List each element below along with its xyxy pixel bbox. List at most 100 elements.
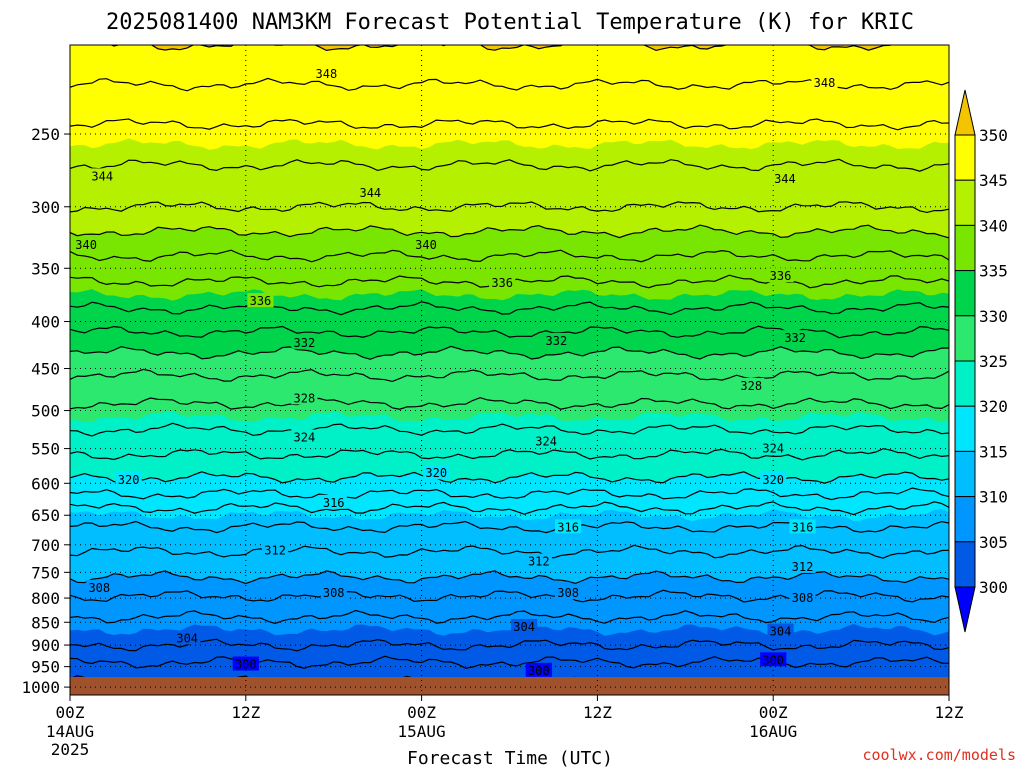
- y-tick-label: 600: [31, 474, 60, 493]
- contour-label-group: 300: [525, 662, 552, 678]
- contour-label-group: 316: [789, 519, 816, 534]
- contour-label: 312: [264, 543, 286, 557]
- contour-350: [70, 45, 893, 52]
- colorbar-box: [954, 360, 976, 407]
- contour-label-group: 308: [789, 590, 816, 605]
- y-tick-label: 750: [31, 563, 60, 582]
- x-tick-date: 16AUG: [749, 722, 797, 741]
- contour-label-bg: [115, 471, 142, 486]
- ground-surface: [70, 677, 949, 695]
- colorbar-box: [954, 496, 976, 543]
- y-tick-label: 1000: [21, 678, 60, 697]
- contour-label-group: 344: [771, 171, 799, 186]
- contour-label: 348: [316, 67, 338, 81]
- contour-label-group: 324: [760, 440, 787, 456]
- x-tick-date: 14AUG: [46, 722, 94, 741]
- y-tick-label: 700: [31, 536, 60, 555]
- x-tick-label: 00Z: [407, 703, 436, 722]
- contour-label-bg: [511, 618, 538, 633]
- contour-label-bg: [789, 558, 816, 573]
- y-tick-label: 550: [31, 440, 60, 459]
- contour-346: [70, 118, 949, 131]
- colorbar-label: 300: [979, 578, 1008, 597]
- chart-title: 2025081400 NAM3KM Forecast Potential Tem…: [106, 10, 914, 35]
- y-tick-label: 800: [31, 589, 60, 608]
- contour-label-bg: [767, 268, 794, 283]
- contour-label-bg: [247, 293, 274, 308]
- contour-label: 308: [557, 586, 579, 600]
- contour-label: 320: [118, 473, 140, 487]
- contour-label-group: 336: [247, 293, 274, 308]
- contour-344: [70, 158, 949, 172]
- contour-label-bg: [262, 542, 289, 557]
- credit-text: coolwx.com/models: [862, 746, 1016, 764]
- contour-label-bg: [86, 579, 113, 594]
- y-tick-label: 850: [31, 613, 60, 632]
- contour-316: [70, 501, 949, 516]
- contour-label-bg: [412, 236, 440, 251]
- contour-label-group: 336: [489, 274, 516, 290]
- contour-label: 340: [75, 238, 97, 252]
- contour-label-bg: [525, 553, 552, 568]
- contour-348: [70, 77, 949, 92]
- contour-302: [70, 655, 949, 669]
- contour-label-bg: [811, 75, 838, 90]
- contour-label-bg: [760, 440, 787, 455]
- contour-label-group: 312: [525, 553, 552, 569]
- x-tick-label: 12Z: [583, 703, 612, 722]
- colorbar-label: 335: [979, 262, 1008, 281]
- contour-label-bg: [291, 390, 318, 405]
- colorbar-bottom-arrow: [954, 586, 976, 633]
- colorbar-label: 310: [979, 488, 1008, 507]
- contour-324: [70, 422, 949, 437]
- colorbar-label: 340: [979, 216, 1008, 235]
- contour-label-bg: [767, 623, 794, 638]
- colorbar-box: [954, 270, 976, 317]
- colorbar-label: 305: [979, 533, 1008, 552]
- contour-label: 316: [557, 520, 579, 534]
- contour-312: [70, 544, 949, 559]
- contour-label: 304: [176, 631, 198, 645]
- colorbar-box: [954, 405, 976, 452]
- colorbar-box: [954, 450, 976, 498]
- contour-306: [70, 609, 949, 625]
- colorbar-box: [954, 134, 976, 181]
- contour-label-group: 304: [511, 618, 538, 634]
- colorbar-box: [954, 315, 976, 362]
- colorbar-label: 345: [979, 171, 1008, 190]
- contour-label-group: 332: [291, 334, 318, 350]
- contour-322: [70, 448, 949, 461]
- y-tick-label: 350: [31, 259, 60, 278]
- x-tick-label: 12Z: [935, 703, 964, 722]
- contour-label-bg: [555, 585, 582, 600]
- contour-label-group: 332: [782, 330, 809, 345]
- contour-lines: [70, 45, 949, 689]
- contour-label-bg: [771, 171, 799, 186]
- contour-label-group: 308: [555, 585, 582, 600]
- colorbar-top-arrow: [954, 89, 976, 136]
- contour-label-bg: [291, 429, 318, 444]
- colorbar-label: 315: [979, 442, 1008, 461]
- contour-342: [70, 201, 949, 214]
- y-tick-label: 300: [31, 198, 60, 217]
- contour-label: 336: [770, 269, 792, 283]
- contour-318: [70, 487, 949, 501]
- contour-label-group: 304: [767, 623, 794, 639]
- y-tick-label: 500: [31, 402, 60, 421]
- contour-label: 316: [792, 520, 814, 534]
- contour-label-bg: [320, 585, 347, 600]
- contour-label-group: 348: [313, 65, 340, 81]
- contour-label: 300: [235, 658, 257, 672]
- contour-label-group: 300: [232, 656, 259, 672]
- colorbar-label: 320: [979, 397, 1008, 416]
- contour-310: [70, 570, 949, 585]
- contour-label-group: 324: [533, 433, 560, 448]
- contour-label: 332: [546, 334, 568, 348]
- contour-label-group: 320: [423, 465, 450, 480]
- contour-label-group: 316: [555, 519, 582, 534]
- contour-label: 336: [491, 276, 513, 290]
- contour-326: [70, 397, 949, 410]
- colorbar: 350 345 340 335 330 325 320 315 310 305 300: [954, 89, 1008, 633]
